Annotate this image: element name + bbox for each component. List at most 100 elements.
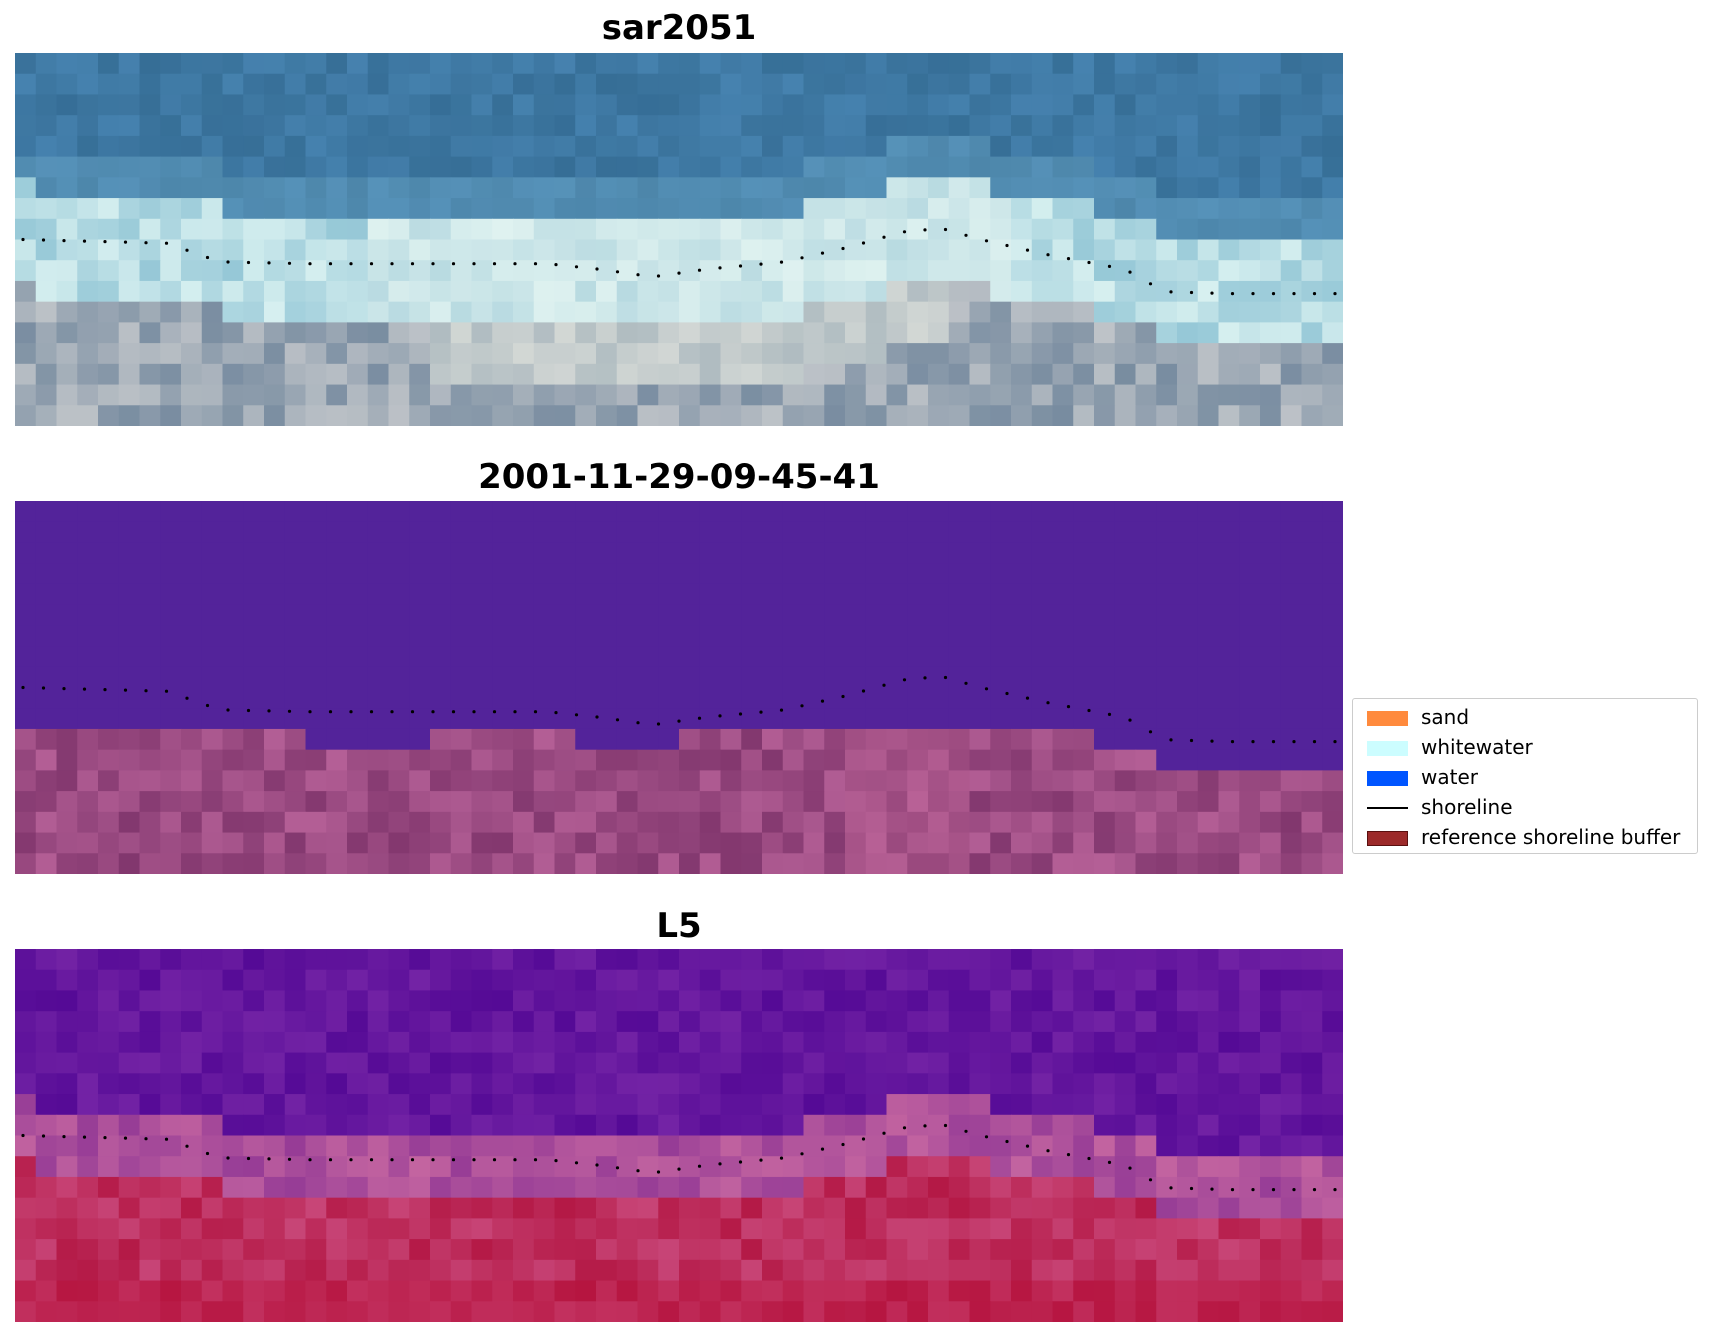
shoreline-point xyxy=(923,1124,927,1128)
shoreline-point xyxy=(1025,1144,1030,1148)
shoreline-point xyxy=(677,1167,681,1171)
shoreline-point xyxy=(841,246,845,251)
shoreline-point xyxy=(513,262,517,266)
shoreline-point xyxy=(656,1170,661,1174)
shoreline-point xyxy=(1251,740,1255,744)
shoreline-point xyxy=(923,676,927,680)
shoreline-point xyxy=(636,721,640,725)
shoreline-dots xyxy=(21,227,1337,296)
panel-title-date: 2001-11-29-09-45-41 xyxy=(478,457,880,497)
shoreline-point xyxy=(718,266,722,270)
shoreline-point xyxy=(882,235,886,239)
shoreline-point xyxy=(1230,292,1235,296)
shoreline-point xyxy=(1148,282,1153,286)
shoreline-point xyxy=(1148,1178,1153,1182)
shoreline-point xyxy=(1251,292,1255,296)
shoreline-point xyxy=(861,689,866,693)
shoreline-point xyxy=(902,230,907,234)
shoreline-point xyxy=(103,1136,107,1140)
shoreline-point xyxy=(841,1142,845,1147)
shoreline-point xyxy=(1046,701,1050,705)
shoreline-point xyxy=(554,263,558,267)
shoreline-point xyxy=(308,710,312,714)
shoreline-point xyxy=(656,274,661,278)
shoreline-point xyxy=(164,1137,169,1141)
shoreline-point xyxy=(574,713,579,717)
shoreline-point xyxy=(1005,243,1009,248)
classified-image xyxy=(15,501,1343,874)
shoreline-point xyxy=(574,1161,579,1165)
shoreline-point xyxy=(1312,1188,1317,1192)
shoreline-point xyxy=(287,1157,292,1161)
shoreline-point xyxy=(1210,1187,1214,1191)
shoreline-point xyxy=(185,1144,189,1148)
shoreline-point xyxy=(1333,740,1337,744)
shoreline-point xyxy=(1333,292,1337,296)
shoreline-point xyxy=(1087,260,1091,265)
shoreline-point xyxy=(759,710,763,714)
shoreline-point xyxy=(636,1169,640,1173)
shoreline-point xyxy=(1210,739,1214,743)
legend-label-whitewater: whitewater xyxy=(1421,735,1533,759)
shoreline-point xyxy=(246,260,251,265)
shoreline-point xyxy=(964,1129,968,1133)
shoreline-point xyxy=(82,687,87,691)
shoreline-point xyxy=(1292,740,1296,744)
shoreline-point xyxy=(574,265,579,269)
shoreline-point xyxy=(1230,740,1235,744)
shoreline-point xyxy=(677,719,681,723)
legend-label-shoreline: shoreline xyxy=(1421,795,1513,819)
shoreline-point xyxy=(205,703,210,708)
shoreline-point xyxy=(1107,712,1112,716)
legend-label-water: water xyxy=(1421,765,1478,789)
shoreline-point xyxy=(882,683,886,687)
rgb-image xyxy=(15,53,1343,426)
shoreline-point xyxy=(267,709,271,713)
shoreline-point xyxy=(923,228,927,232)
shoreline-point xyxy=(1107,1160,1112,1164)
whitewater-swatch xyxy=(1367,741,1408,756)
shoreline-point xyxy=(41,238,46,242)
index-pixels xyxy=(15,949,1343,1322)
shoreline-point xyxy=(513,1158,517,1162)
shoreline-point xyxy=(451,262,456,266)
shoreline-point xyxy=(62,687,66,691)
shoreline-point xyxy=(759,262,763,266)
shoreline-line-sample xyxy=(1367,807,1408,809)
legend-item-shoreline: shoreline xyxy=(1359,793,1689,823)
sand-swatch xyxy=(1367,711,1408,726)
shoreline-point xyxy=(533,710,538,714)
shoreline-point xyxy=(595,715,599,719)
shoreline-point xyxy=(861,241,866,245)
shoreline-point xyxy=(595,1163,599,1167)
legend-item-sand: sand xyxy=(1359,703,1689,733)
shoreline-point xyxy=(164,241,169,245)
shoreline-point xyxy=(718,714,722,718)
shoreline-point xyxy=(738,712,743,716)
shoreline-point xyxy=(328,710,333,714)
legend-item-whitewater: whitewater xyxy=(1359,733,1689,763)
panel-title-sar2051: sar2051 xyxy=(601,8,757,48)
shoreline-point xyxy=(800,1152,804,1156)
shoreline-point xyxy=(820,699,825,703)
shoreline-point xyxy=(472,1158,476,1162)
shoreline-point xyxy=(410,1158,415,1162)
shoreline-point xyxy=(492,710,497,714)
legend-label-reference-buffer: reference shoreline buffer xyxy=(1421,825,1681,849)
shoreline-point xyxy=(410,262,415,266)
shoreline-point xyxy=(902,1126,907,1130)
reference-buffer-swatch xyxy=(1367,831,1408,846)
water-swatch xyxy=(1367,771,1408,786)
shoreline-point xyxy=(636,273,640,277)
shoreline-point xyxy=(533,262,538,266)
shoreline-point xyxy=(615,1166,620,1170)
shoreline-point xyxy=(615,270,620,274)
shoreline-point xyxy=(82,1135,87,1139)
shoreline-point xyxy=(1292,292,1296,296)
shoreline-point xyxy=(1025,696,1030,700)
shoreline-point xyxy=(369,710,374,714)
shoreline-point xyxy=(677,271,681,275)
shoreline-point xyxy=(226,1156,230,1160)
shoreline-point xyxy=(697,716,702,720)
shoreline-point xyxy=(328,1158,333,1162)
